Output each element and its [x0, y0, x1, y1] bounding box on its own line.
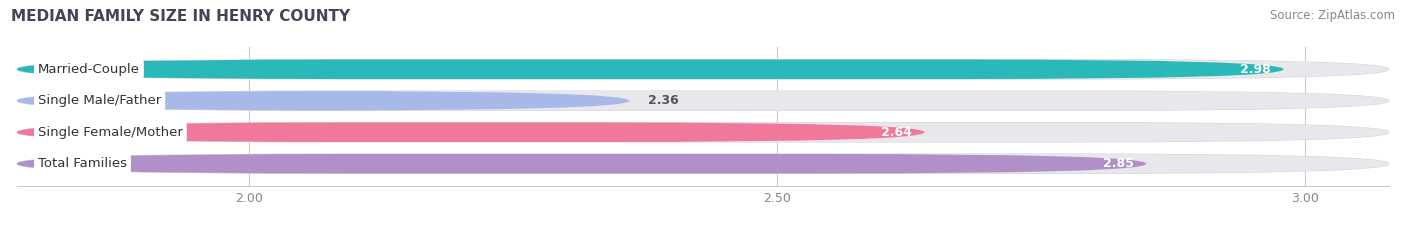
Text: 2.98: 2.98	[1240, 63, 1271, 76]
Text: Married-Couple: Married-Couple	[38, 63, 139, 76]
FancyBboxPatch shape	[17, 122, 1389, 142]
FancyBboxPatch shape	[17, 91, 1389, 111]
Text: Source: ZipAtlas.com: Source: ZipAtlas.com	[1270, 9, 1395, 22]
Text: Single Female/Mother: Single Female/Mother	[38, 126, 183, 139]
Text: MEDIAN FAMILY SIZE IN HENRY COUNTY: MEDIAN FAMILY SIZE IN HENRY COUNTY	[11, 9, 350, 24]
FancyBboxPatch shape	[17, 154, 1146, 174]
FancyBboxPatch shape	[17, 59, 1389, 79]
FancyBboxPatch shape	[17, 59, 1389, 79]
FancyBboxPatch shape	[17, 154, 1389, 174]
Text: 2.64: 2.64	[882, 126, 912, 139]
Text: 2.36: 2.36	[648, 94, 679, 107]
Text: 2.85: 2.85	[1102, 157, 1133, 170]
FancyBboxPatch shape	[17, 123, 925, 142]
FancyBboxPatch shape	[17, 91, 628, 110]
Text: Single Male/Father: Single Male/Father	[38, 94, 162, 107]
FancyBboxPatch shape	[17, 123, 1389, 142]
Text: Total Families: Total Families	[38, 157, 127, 170]
FancyBboxPatch shape	[17, 154, 1389, 174]
FancyBboxPatch shape	[17, 91, 1389, 110]
FancyBboxPatch shape	[17, 59, 1284, 79]
